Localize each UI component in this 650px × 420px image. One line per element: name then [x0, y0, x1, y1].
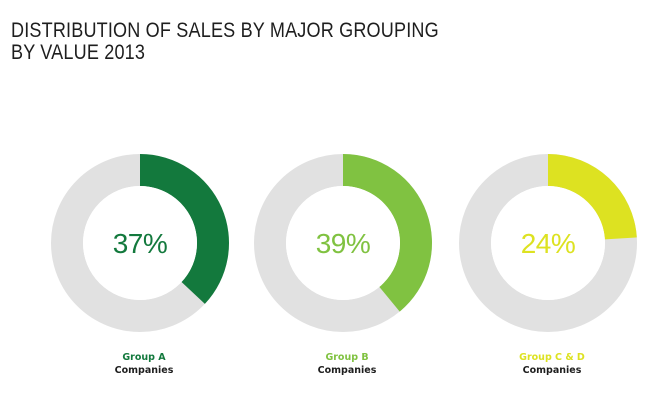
- group-label: Group A: [122, 352, 166, 363]
- group-sublabel: Companies: [318, 365, 377, 376]
- donut-slice: [140, 154, 229, 304]
- donut-chart: 39% Group B Companies: [254, 154, 432, 376]
- group-sublabel: Companies: [115, 365, 174, 376]
- group-sublabel: Companies: [523, 365, 582, 376]
- percentage-label: 24%: [521, 228, 576, 259]
- percentage-label: 39%: [316, 228, 371, 259]
- donut-slice: [343, 154, 432, 312]
- donut-chart: 37% Group A Companies: [51, 154, 229, 376]
- donut-hole: [286, 186, 400, 300]
- group-label: Group B: [325, 352, 368, 363]
- chart-title-line-2: BY VALUE 2013: [11, 41, 146, 64]
- donut-chart: 24% Group C & D Companies: [459, 154, 637, 376]
- donut-hole: [491, 186, 605, 300]
- percentage-label: 37%: [113, 228, 168, 259]
- chart-title-line-1: DISTRIBUTION OF SALES BY MAJOR GROUPING: [11, 19, 439, 42]
- chart-title: DISTRIBUTION OF SALES BY MAJOR GROUPING …: [11, 20, 439, 64]
- donut-slice: [548, 154, 637, 240]
- group-label: Group C & D: [519, 352, 585, 363]
- donut-hole: [83, 186, 197, 300]
